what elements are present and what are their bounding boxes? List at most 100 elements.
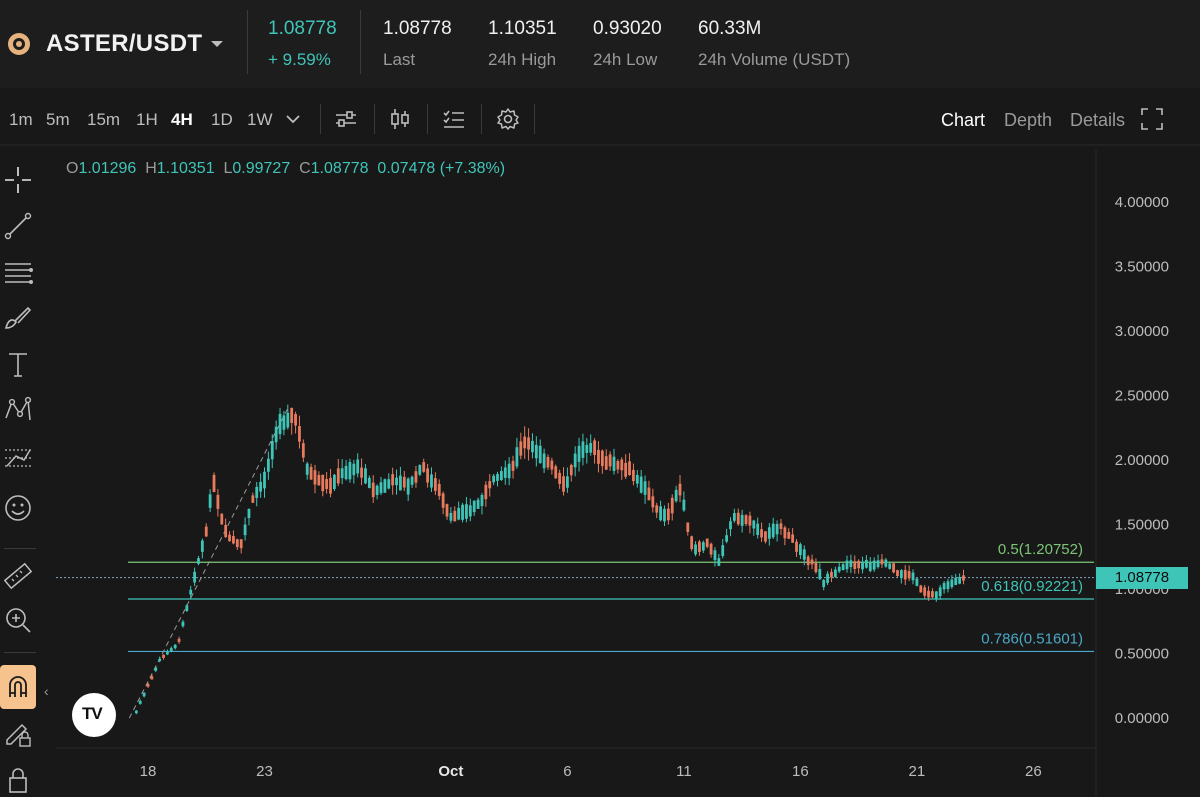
candle-body	[822, 579, 826, 588]
candle-body	[406, 478, 410, 495]
lock-icon[interactable]	[2, 764, 34, 796]
candle-body	[383, 479, 387, 493]
candle-body	[290, 407, 294, 423]
magnet-button[interactable]	[0, 665, 36, 709]
candle-body	[162, 654, 165, 658]
timeframe-1m[interactable]: 1m	[9, 110, 33, 129]
candle-body	[371, 482, 375, 498]
ruler-icon[interactable]	[2, 560, 34, 592]
prediction-tool-icon[interactable]	[2, 442, 34, 474]
candle-body	[399, 475, 402, 491]
emoji-icon[interactable]	[2, 492, 34, 524]
candle-body	[154, 667, 158, 671]
candle-body	[868, 562, 872, 572]
candle-body	[639, 476, 643, 493]
price-tick-label: 1.50000	[1115, 517, 1169, 534]
candle-body	[402, 476, 406, 488]
candle-body	[643, 481, 647, 495]
toolbar-divider	[534, 104, 535, 134]
candle-body	[674, 489, 678, 502]
pattern-tool-icon[interactable]	[2, 394, 34, 426]
timeframe-4h[interactable]: 4H	[171, 110, 193, 129]
candle-body	[865, 559, 868, 568]
candle-body	[760, 529, 763, 538]
collapse-toolbar-button[interactable]: ‹	[44, 683, 49, 699]
candle-body	[767, 527, 771, 539]
candle-body	[453, 510, 457, 522]
candle-body	[849, 560, 853, 567]
chevron-down-icon[interactable]	[280, 106, 306, 132]
candle-body	[410, 476, 414, 485]
candle-body	[853, 561, 857, 569]
candle-body	[511, 460, 515, 471]
candle-body	[597, 449, 600, 464]
trend-line[interactable]	[128, 408, 289, 719]
candle-body	[903, 569, 907, 580]
timeframe-1h[interactable]: 1H	[136, 110, 158, 129]
fullscreen-icon[interactable]	[1139, 106, 1165, 132]
candle-body	[527, 437, 530, 450]
zoom-in-icon[interactable]	[2, 604, 34, 636]
toolbar-divider	[4, 652, 36, 653]
stat-low-label: 24h Low	[593, 50, 658, 69]
timeframe-15m[interactable]: 15m	[87, 110, 121, 129]
crosshair-icon[interactable]	[2, 164, 34, 196]
candle-body	[418, 465, 422, 475]
candle-body	[818, 568, 822, 580]
horizontal-lines-icon[interactable]	[2, 256, 34, 288]
candle-body	[344, 465, 348, 480]
candle-body	[884, 559, 888, 567]
candle-body	[612, 456, 616, 471]
candle-body	[546, 456, 550, 468]
candle-body	[861, 561, 864, 570]
candle-body	[562, 476, 565, 492]
candle-body	[150, 676, 154, 680]
brush-icon[interactable]	[2, 302, 34, 334]
candle-body	[717, 558, 721, 566]
candle-body	[954, 577, 958, 586]
candle-body	[826, 573, 829, 583]
fibonacci-retracement[interactable]: 0.5(1.20752) 0.618(0.92221) 0.786(0.51601)	[128, 541, 1094, 653]
candle-body	[379, 482, 383, 494]
candle-body	[492, 475, 496, 483]
caret-down-icon[interactable]	[211, 41, 223, 47]
timeframe-1w[interactable]: 1W	[247, 110, 273, 129]
timeframe-5m[interactable]: 5m	[46, 110, 70, 129]
candle-body	[946, 581, 950, 590]
candle-body	[352, 463, 356, 476]
indicators-icon[interactable]	[333, 106, 359, 132]
text-tool-icon[interactable]	[2, 348, 34, 380]
timeframe-1d[interactable]: 1D	[211, 110, 233, 129]
candlestick-icon[interactable]	[387, 106, 413, 132]
stat-last-label: Last	[383, 50, 416, 69]
candle-body	[282, 415, 286, 430]
candle-body	[911, 572, 915, 581]
time-tick-label: 23	[256, 763, 273, 780]
candle-body	[259, 481, 263, 492]
candle-body	[806, 556, 810, 566]
tab-details[interactable]: Details	[1070, 110, 1126, 130]
tradingview-logo[interactable]: TV	[72, 693, 116, 737]
candle-body	[457, 507, 461, 520]
candle-body	[958, 577, 962, 584]
lock-pencil-icon[interactable]	[2, 716, 34, 748]
candle-body	[263, 471, 266, 489]
candle-body	[740, 514, 744, 526]
tab-chart[interactable]: Chart	[941, 110, 986, 130]
candle-body	[177, 638, 181, 642]
candle-body	[802, 549, 806, 560]
stat-low-value: 0.93020	[593, 18, 662, 39]
trend-line-tool-icon[interactable]	[2, 210, 34, 242]
last-price-tag: 1.08778	[1096, 566, 1188, 589]
candle-body	[705, 538, 709, 547]
candle-body	[255, 486, 259, 498]
settings-gear-icon[interactable]	[495, 106, 521, 132]
candle-body	[558, 472, 562, 484]
checklist-icon[interactable]	[441, 106, 467, 132]
pair-selector[interactable]: ASTER/USDT	[46, 30, 203, 57]
high-value: 1.10351	[156, 160, 215, 177]
tab-depth[interactable]: Depth	[1004, 110, 1053, 130]
high-key: H	[145, 160, 157, 177]
candle-body	[950, 579, 954, 587]
